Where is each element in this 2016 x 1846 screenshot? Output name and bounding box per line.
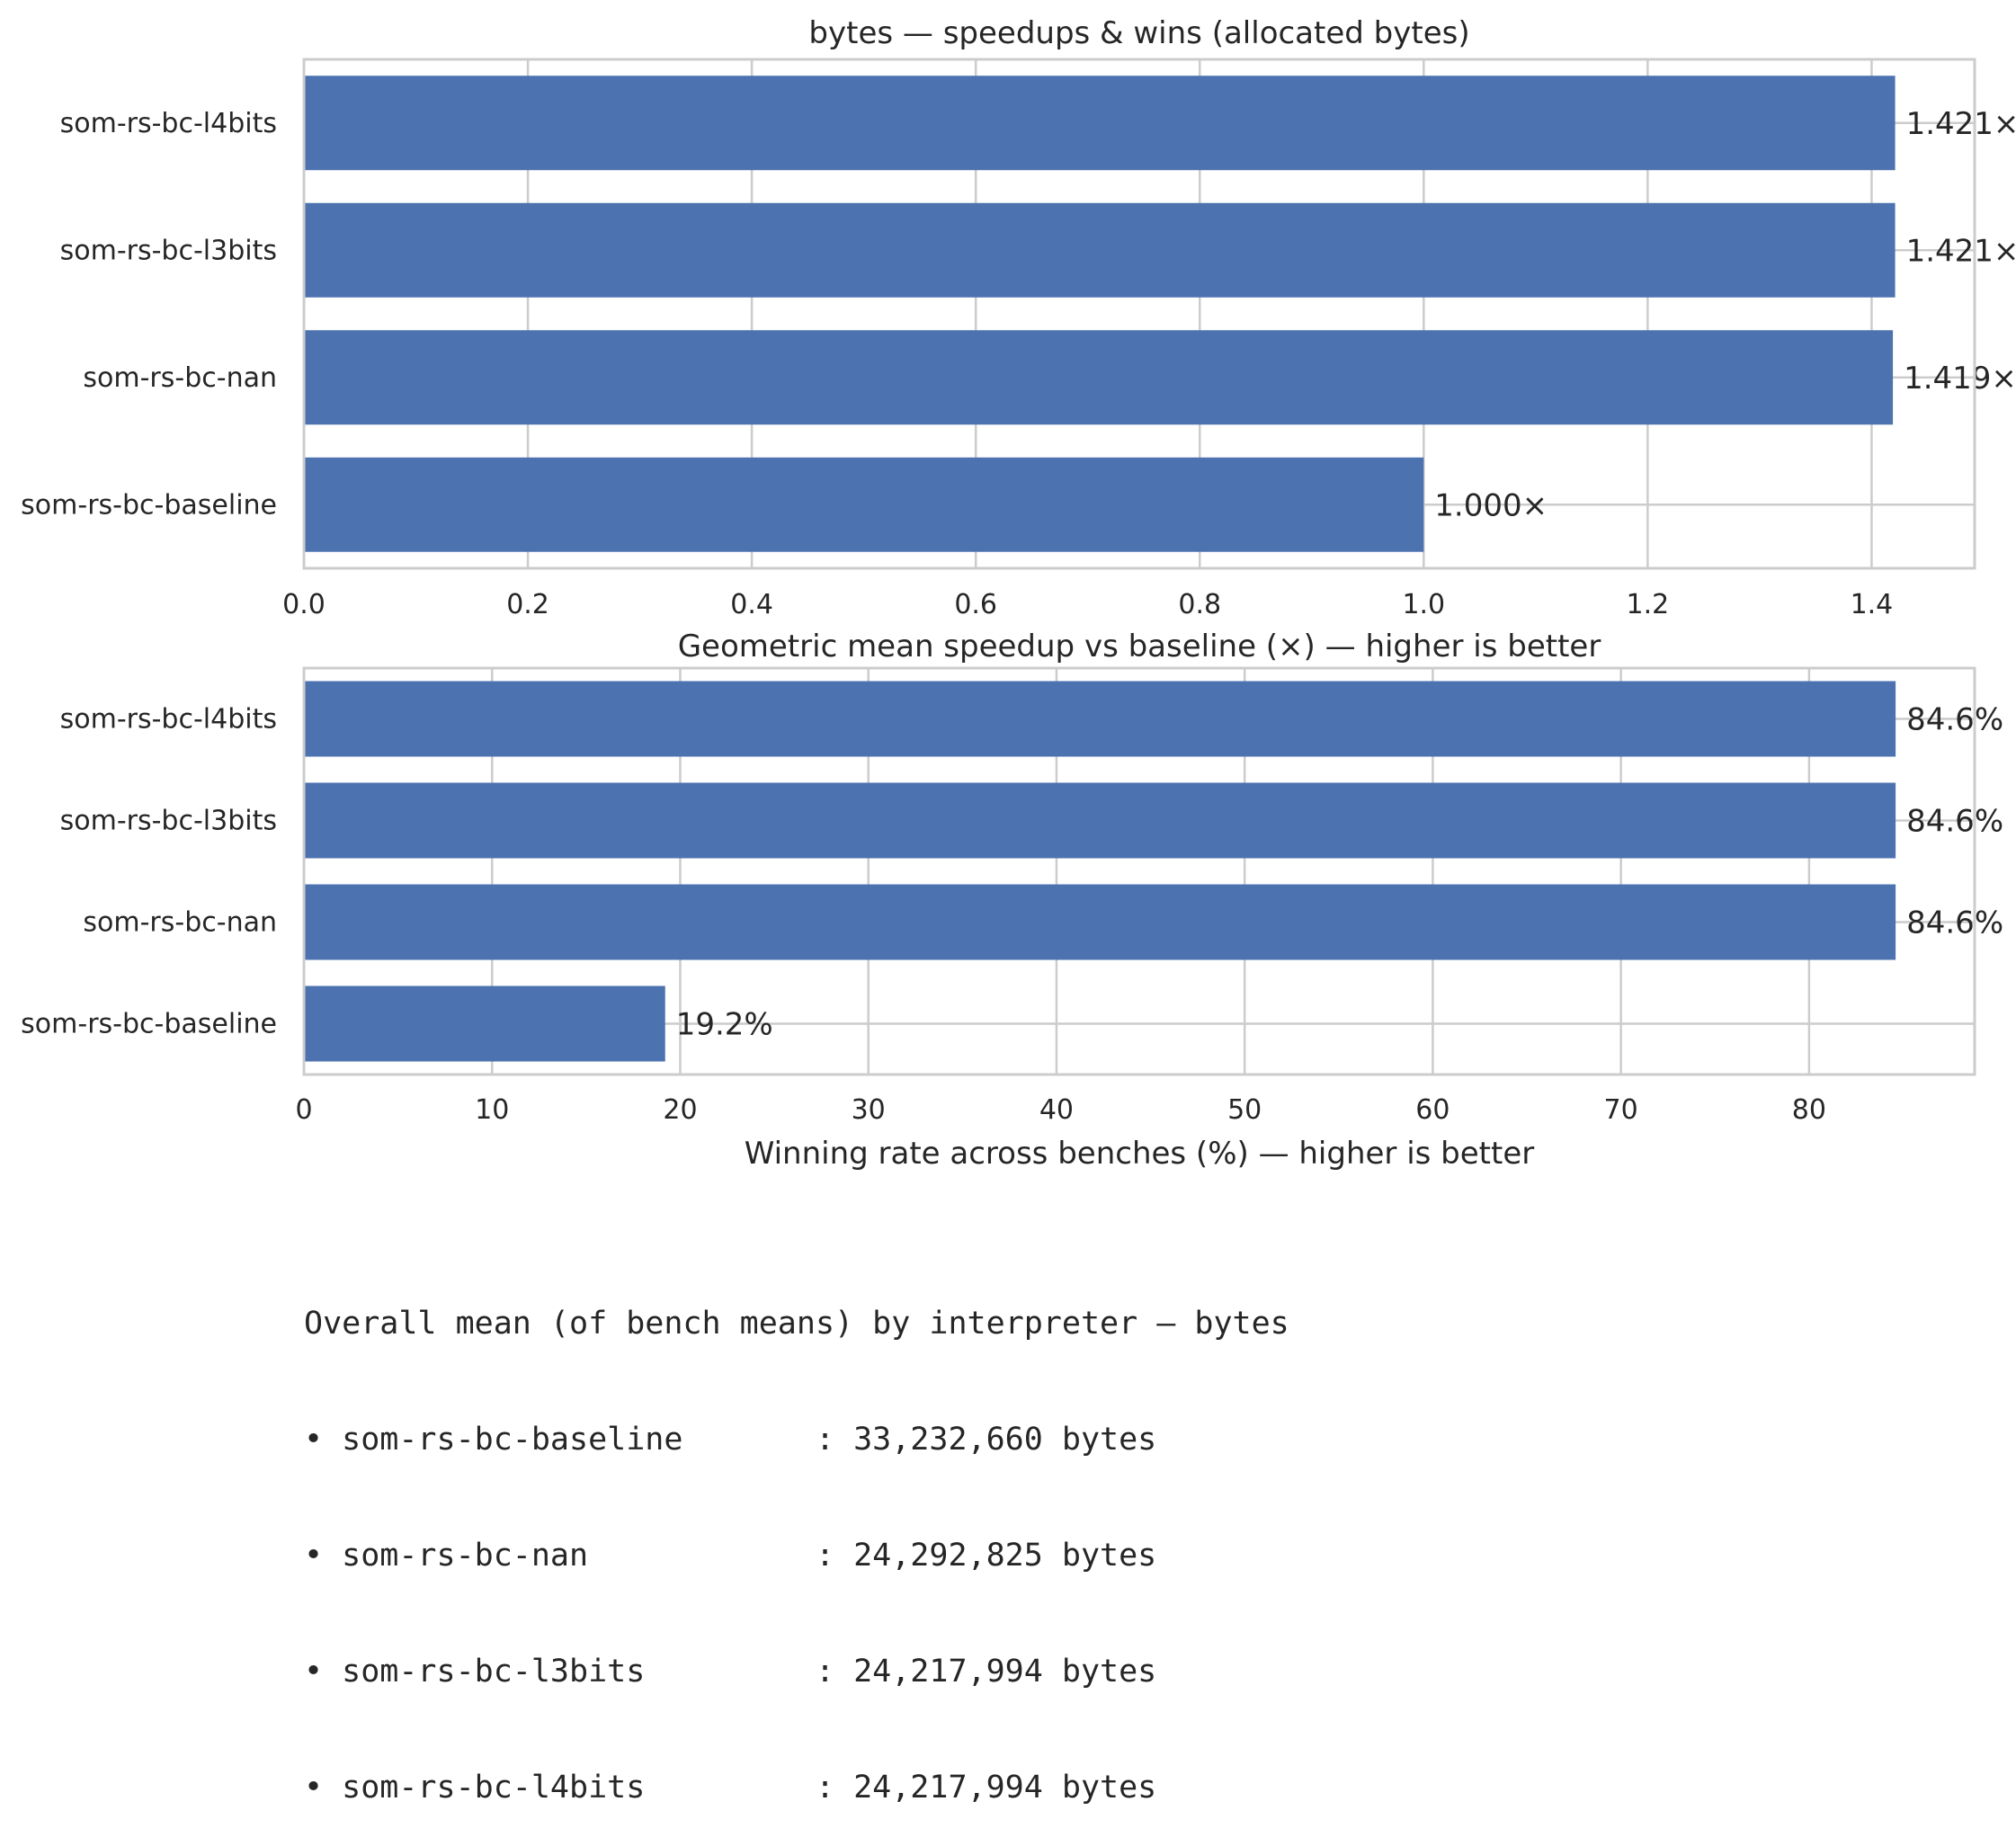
data-label: 84.6%	[1906, 804, 2003, 840]
winning-rate-chart: som-rs-bc-l4bits 84.6% som-rs-bc-l3bits 84.…	[21, 666, 2003, 1172]
data-label: 1.419×	[1904, 361, 2016, 397]
category-label: som-rs-bc-baseline	[21, 489, 277, 521]
x-tick-label: 1.0	[1402, 589, 1445, 620]
x-tick-label: 1.2	[1627, 589, 1670, 620]
x-tick-label: 0.4	[730, 589, 773, 620]
x-tick-label: 10	[475, 1094, 509, 1126]
summary-row: • som-rs-bc-baseline : 33,232,660 bytes	[304, 1422, 1157, 1458]
x-tick-label: 70	[1604, 1094, 1638, 1126]
x-tick-label: 40	[1039, 1094, 1074, 1126]
x-tick-label: 20	[663, 1094, 697, 1126]
category-label: som-rs-bc-l4bits	[60, 704, 277, 736]
axes-frame	[302, 58, 1976, 570]
axes-frame	[302, 666, 1976, 1076]
data-label: 1.000×	[1434, 487, 1548, 523]
summary-text: Overall mean (of bench means) by interpr…	[304, 1227, 1289, 1846]
bar	[304, 330, 1894, 425]
x-tick-label: 80	[1792, 1094, 1826, 1126]
x-tick-label: 0.2	[506, 589, 549, 620]
x-axis-label: Winning rate across benches (%) — higher…	[745, 1136, 1535, 1172]
bar	[304, 782, 1896, 859]
x-tick-label: 50	[1227, 1094, 1262, 1126]
category-label: som-rs-bc-baseline	[21, 1009, 277, 1040]
summary-row: • som-rs-bc-nan : 24,292,825 bytes	[304, 1538, 1157, 1574]
category-label: som-rs-bc-l3bits	[60, 235, 277, 266]
x-tick-label: 1.4	[1851, 589, 1894, 620]
x-tick-label: 0.6	[954, 589, 997, 620]
bar	[304, 202, 1896, 298]
bar	[304, 76, 1896, 171]
data-label: 1.421×	[1906, 106, 2016, 142]
x-tick-label: 0	[295, 1094, 312, 1126]
x-tick-label: 0.8	[1178, 589, 1221, 620]
category-label: som-rs-bc-l4bits	[60, 108, 277, 139]
summary-row: • som-rs-bc-l3bits : 24,217,994 bytes	[304, 1654, 1157, 1690]
data-label: 84.6%	[1906, 905, 2003, 941]
data-label: 19.2%	[676, 1007, 773, 1043]
x-axis-label: Geometric mean speedup vs baseline (×) —…	[678, 629, 1601, 664]
category-label: som-rs-bc-nan	[83, 907, 277, 939]
x-tick-label: 0.0	[282, 589, 326, 620]
figure: som-rs-bc-l4bits 1.421× som-rs-bc-l3bits 1.…	[21, 15, 2016, 1172]
data-label: 1.421×	[1906, 233, 2016, 269]
category-label: som-rs-bc-nan	[83, 362, 277, 394]
chart-title: bytes — speedups & wins (allocated bytes…	[808, 15, 1469, 51]
bar	[304, 985, 665, 1062]
bar	[304, 681, 1896, 757]
x-tick-label: 30	[852, 1094, 886, 1126]
x-tick-label: 60	[1415, 1094, 1450, 1126]
speedup-chart: som-rs-bc-l4bits 1.421× som-rs-bc-l3bits 1.…	[21, 15, 2016, 664]
data-label: 84.6%	[1906, 702, 2003, 738]
summary-heading: Overall mean (of bench means) by interpr…	[304, 1306, 1289, 1342]
bar	[304, 457, 1424, 552]
category-label: som-rs-bc-l3bits	[60, 806, 277, 837]
summary-row: • som-rs-bc-l4bits : 24,217,994 bytes	[304, 1770, 1157, 1806]
bar	[304, 884, 1896, 960]
